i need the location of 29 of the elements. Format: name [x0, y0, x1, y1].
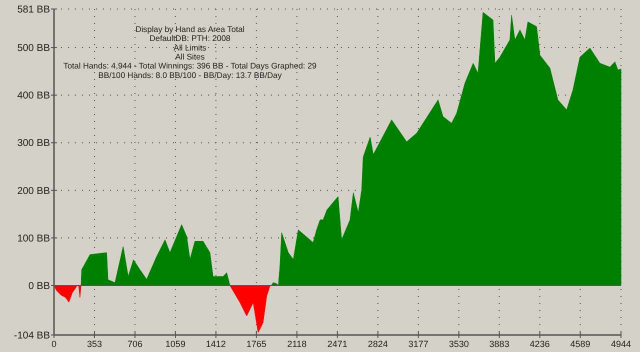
x-tick-label: 1765	[246, 339, 266, 349]
y-tick-label: 0 BB	[28, 281, 50, 292]
annotation: BB/100 Hands: 8.0 BB/100 - BB/Day: 13.7 BB/Day	[98, 70, 283, 80]
y-tick-label: 100 BB	[17, 233, 50, 244]
x-tick-label: 706	[127, 339, 142, 349]
x-tick-label: 4236	[530, 339, 550, 349]
x-tick-label: 4589	[570, 339, 590, 349]
y-tick-label: 581 BB	[17, 4, 50, 16]
annotation: All Limits	[174, 43, 206, 52]
y-tick-label: 300 BB	[17, 138, 50, 150]
text: Display by Hand as Area Total	[135, 24, 245, 34]
x-tick-label: 353	[86, 339, 102, 349]
y-tick-label: 200 BB	[17, 186, 50, 197]
x-tick-label: 1059	[165, 339, 186, 349]
x-tick-label: 3177	[408, 339, 428, 349]
y-tick-label: 500 BB	[17, 43, 50, 54]
x-tick-label: 1412	[206, 339, 226, 349]
x-tick-label: 3883	[489, 339, 510, 349]
y-tick-label: 400 BB	[17, 90, 50, 102]
x-tick-label: 2471	[327, 339, 348, 349]
annotation: Total Hands: 4,944 - Total Winnings: 396 BB - Total Days Graphed: 29	[63, 62, 318, 71]
x-tick-label: 2824	[368, 339, 388, 349]
x-tick-label: 3530	[448, 339, 469, 349]
x-tick-label: 0	[51, 339, 57, 349]
annotation: DefaultDB: PTH: 2008	[149, 34, 231, 44]
x-tick-label: 4944	[610, 339, 632, 349]
annotation: All Sites	[175, 52, 205, 62]
x-tick-label: 2118	[287, 339, 307, 349]
y-tick-label: -104 BB	[14, 330, 50, 342]
